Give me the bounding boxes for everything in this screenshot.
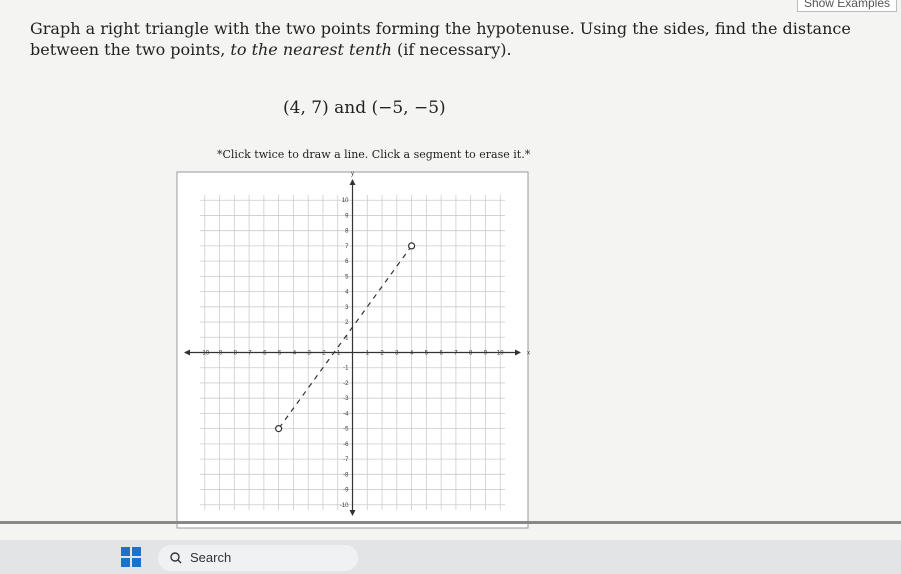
y-tick-label: -4 (343, 411, 349, 417)
y-tick-label: -1 (343, 366, 349, 372)
arrow (515, 349, 521, 356)
start-icon[interactable] (121, 547, 141, 567)
y-tick-label: 4 (345, 290, 349, 296)
y-tick-label: 10 (342, 198, 349, 204)
y-tick-label: 6 (345, 259, 349, 265)
x-tick-label: -2 (320, 351, 326, 357)
search-icon (170, 552, 182, 564)
point (407, 242, 416, 250)
y-tick-label: -9 (343, 488, 349, 494)
y-tick-label: 5 (345, 274, 349, 280)
y-tick-label: 7 (345, 244, 349, 250)
y-tick-label: 3 (345, 305, 349, 311)
x-tick-label: -5 (276, 351, 282, 357)
y-tick-label: -5 (343, 427, 349, 433)
taskbar (0, 540, 901, 574)
y-tick-label: -7 (343, 457, 349, 463)
search-label: Search (190, 550, 232, 565)
y-tick-label: 1 (345, 335, 349, 341)
x-tick-label: -9 (217, 351, 223, 357)
question: Graph a right triangle with the two poin… (30, 18, 900, 60)
y-tick-label: -8 (343, 472, 349, 478)
y-axis-label: y (351, 171, 354, 177)
y-tick-label: 8 (345, 229, 349, 235)
points-text: (4, 7) and (−5, −5) (283, 98, 446, 118)
divider (0, 521, 901, 524)
x-tick-label: 5 (425, 351, 429, 357)
y-tick-label: -2 (343, 381, 349, 387)
x-tick-label: 6 (439, 351, 443, 357)
y-tick-label: 9 (345, 213, 349, 219)
y-tick-label: 2 (345, 320, 349, 326)
x-tick-label: 2 (380, 351, 384, 357)
segment (278, 245, 413, 429)
x-tick-label: 10 (497, 351, 504, 357)
x-tick-label: 8 (469, 351, 473, 357)
x-tick-label: 1 (366, 351, 370, 357)
x-tick-label: 4 (410, 351, 414, 357)
emphasis: to the nearest tenth (230, 40, 392, 59)
x-tick-label: -6 (261, 351, 267, 357)
x-tick-label: -8 (232, 351, 238, 357)
x-axis-label: x (527, 351, 530, 357)
arrow (349, 510, 356, 516)
question-text: Graph a right triangle with the two poin… (30, 19, 851, 59)
x-tick-label: 3 (395, 351, 399, 357)
arrow (184, 349, 190, 356)
show-examples[interactable]: Show Examples (796, 0, 897, 12)
y-tick-label: -6 (343, 442, 349, 448)
point (275, 425, 283, 433)
y-tick-label: -10 (340, 503, 349, 509)
instruction: *Click twice to draw a line. Click a seg… (217, 148, 531, 161)
y-tick-label: -3 (343, 396, 349, 402)
x-tick-label: 9 (484, 351, 488, 357)
question-text: (if necessary). (397, 40, 512, 59)
x-tick-label: -3 (306, 351, 312, 357)
search-box[interactable]: Search (158, 545, 358, 571)
x-tick-label: -7 (246, 351, 252, 357)
arrow (349, 179, 356, 185)
x-tick-label: -1 (335, 351, 341, 357)
x-tick-label: -10 (200, 351, 209, 357)
x-tick-label: -4 (291, 351, 297, 357)
x-tick-label: 7 (454, 351, 458, 357)
